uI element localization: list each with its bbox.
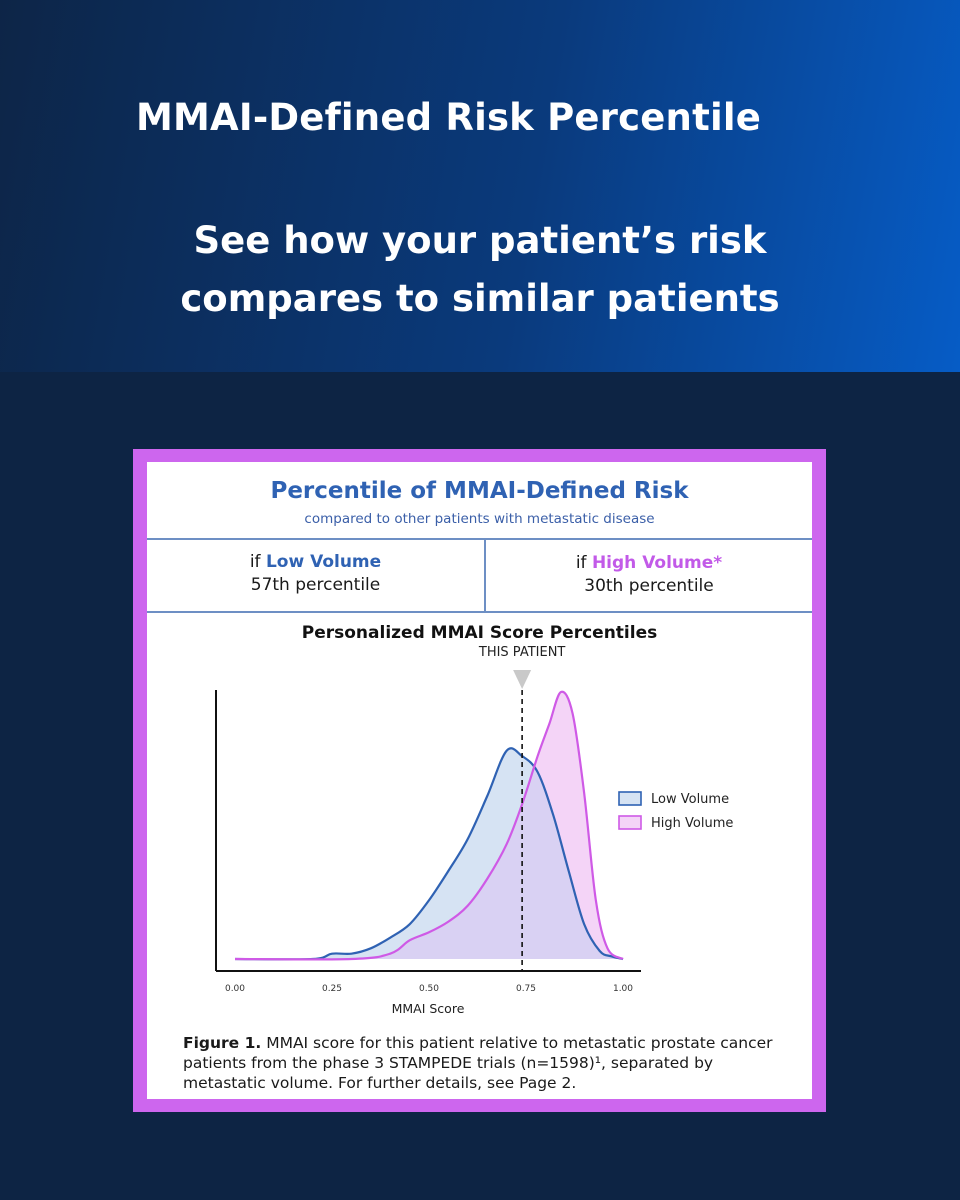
card-subtitle: compared to other patients with metastat… [304,511,655,527]
divider-top [147,538,812,540]
patient-marker-triangle [513,670,532,689]
figure-card-inner: Percentile of MMAI-Defined Risk compared… [147,462,812,1099]
card-title: Percentile of MMAI-Defined Risk [270,478,689,504]
divider-bottom [147,611,812,613]
low-volume-line [234,747,624,961]
high-volume-line [234,690,624,961]
overlap-area [235,748,623,960]
low-volume-prefix: if [249,552,261,572]
plot-layer [234,690,624,961]
legend-low-volume-swatch [618,791,642,806]
hero-title: MMAI-Defined Risk Percentile [136,96,762,139]
legend: Low Volume High Volume [618,791,733,831]
high-volume-prefix: if [575,553,587,573]
high-volume-label: High Volume* [591,553,723,573]
low-volume-cell: if Low Volume 57th percentile [147,551,484,597]
hero-subtitle-line2: compares to similar patients [180,277,780,320]
legend-high-volume-swatch [618,815,642,830]
x-tick-label: 1.00 [613,984,633,994]
x-tick-label: 0.00 [225,984,245,994]
x-tick-label: 0.25 [322,984,342,994]
x-tick-labels: 0.00 0.25 0.50 0.75 1.00 [225,984,633,994]
figure-caption: Figure 1. MMAI score for this patient re… [183,1033,793,1093]
chart-title: Personalized MMAI Score Percentiles [301,623,658,643]
divider-middle [484,539,486,612]
hero-banner: MMAI-Defined Risk Percentile See how you… [0,0,960,372]
caption-text: MMAI score for this patient relative to … [183,1034,773,1092]
density-chart: 0.00 0.25 0.50 0.75 1.00 MMAI Score THIS PAT… [215,645,733,1016]
legend-low-volume: Low Volume [618,791,729,807]
figure-card: Percentile of MMAI-Defined Risk compared… [133,449,826,1112]
legend-high-volume: High Volume [618,815,733,831]
legend-low-volume-label: Low Volume [651,792,729,807]
patient-marker-label: THIS PATIENT [478,645,566,660]
low-volume-label: Low Volume [265,552,382,572]
hero-subtitle-line1: See how your patient’s risk [193,219,767,262]
legend-high-volume-label: High Volume [651,816,733,831]
hero-subtitle: See how your patient’s risk compares to … [0,212,960,328]
patient-marker: THIS PATIENT [478,645,566,971]
high-volume-percentile: 30th percentile [584,576,714,596]
high-volume-cell: if High Volume* 30th percentile [486,552,812,598]
low-volume-percentile: 57th percentile [250,575,381,595]
x-axis-label: MMAI Score [392,1001,465,1016]
caption-bold: Figure 1. [183,1034,262,1052]
x-tick-label: 0.50 [419,984,439,994]
x-tick-label: 0.75 [516,984,536,994]
